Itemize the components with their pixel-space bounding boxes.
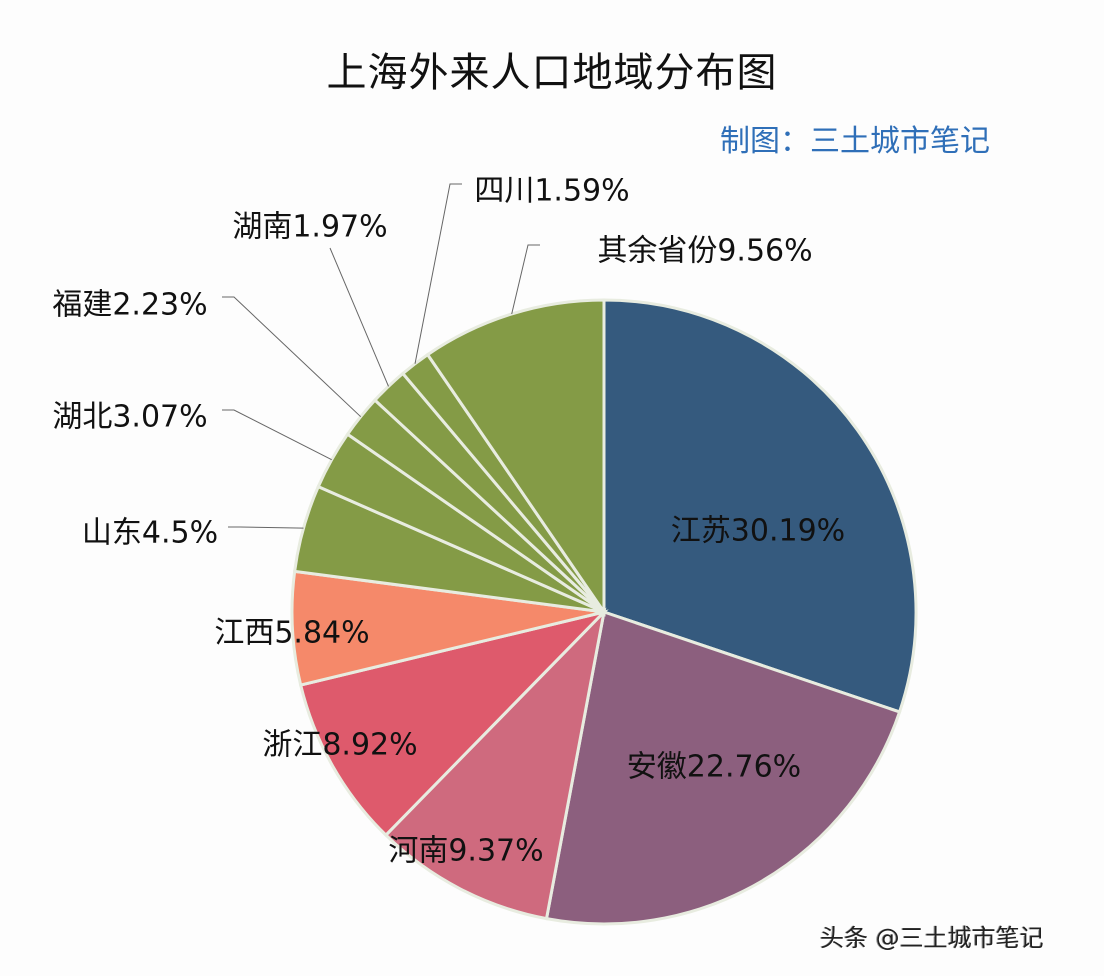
- pie-slice-0: [602, 298, 918, 714]
- slice-label: 湖南1.97%: [232, 210, 387, 245]
- slice-label: 安徽22.76%: [627, 750, 801, 785]
- leader-line: [329, 247, 389, 387]
- slice-label: 山东4.5%: [82, 516, 218, 551]
- leader-lines: [222, 183, 540, 529]
- leader-line: [222, 296, 362, 418]
- leader-line: [222, 409, 332, 461]
- slice-label: 河南9.37%: [388, 834, 543, 869]
- pie-slice-2: [383, 607, 607, 921]
- slice-label: 福建2.23%: [52, 288, 207, 323]
- slice-labels: 江苏30.19% 安徽22.76% 河南9.37% 浙江8.92% 江西5.84% 山东4…: [52, 174, 845, 869]
- pie-slices: [290, 298, 918, 926]
- pie-slice-1: [544, 610, 902, 926]
- chart-credit: 制图：三土城市笔记: [720, 124, 990, 159]
- leader-line: [511, 244, 540, 315]
- leader-line: [414, 183, 462, 364]
- chart-title: 上海外来人口地域分布图: [326, 50, 778, 96]
- leader-line: [228, 526, 304, 529]
- slice-label: 浙江8.92%: [262, 728, 417, 763]
- slice-label: 其余省份9.56%: [597, 234, 812, 269]
- slice-label: 湖北3.07%: [52, 400, 207, 435]
- pie-slice-10: [425, 298, 606, 617]
- watermark: 头条 @三土城市笔记: [820, 924, 1044, 952]
- slice-label: 四川1.59%: [474, 174, 629, 209]
- slice-label: 江西5.84%: [214, 616, 369, 651]
- slice-label: 江苏30.19%: [671, 514, 845, 549]
